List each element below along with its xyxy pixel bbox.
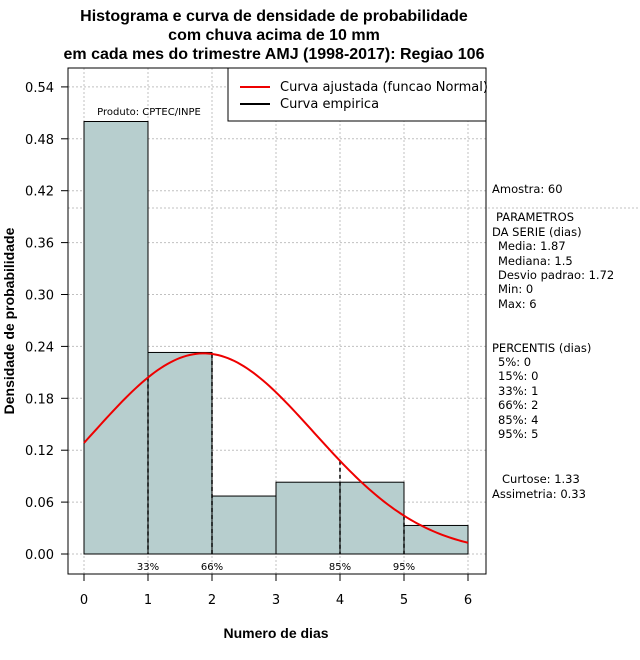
percentile-markers: 33% 66% 85% 95% <box>137 353 415 573</box>
normal-fit-line <box>83 352 469 544</box>
stat-curtose: Curtose: 1.33 <box>502 472 580 486</box>
stat-amostra: Amostra: 60 <box>492 182 563 196</box>
chart-title-line-2: com chuva acima de 10 mm <box>168 27 380 44</box>
stat-p85: 85%: 4 <box>498 413 538 427</box>
y-tick-label-5: 0.30 <box>25 289 54 304</box>
stat-param-title-1: PARAMETROS <box>496 210 574 224</box>
y-tick-label-0: 0.00 <box>25 548 54 563</box>
stat-perc-title: PERCENTIS (dias) <box>492 341 591 355</box>
stat-p33: 33%: 1 <box>498 384 538 398</box>
stat-p95: 95%: 5 <box>498 427 538 441</box>
y-tick-label-7: 0.42 <box>25 185 54 200</box>
stat-desvio: Desvio padrao: 1.72 <box>498 268 614 282</box>
histogram-bars <box>83 121 469 555</box>
histogram-bar-2 <box>211 495 277 555</box>
x-tick-label-4: 4 <box>336 593 344 608</box>
histogram-bar-4 <box>339 481 405 555</box>
stat-media: Media: 1.87 <box>498 239 566 253</box>
x-tick-label-0: 0 <box>80 593 88 608</box>
y-tick-label-4: 0.24 <box>25 340 54 355</box>
histogram-bar-0 <box>83 121 149 555</box>
x-tick-label-5: 5 <box>400 593 408 608</box>
stat-param-title-2: DA SERIE (dias) <box>492 225 582 239</box>
percentile-label-2: 85% <box>329 562 351 573</box>
stat-p5: 5%: 0 <box>498 355 531 369</box>
y-tick-label-9: 0.54 <box>25 81 54 96</box>
stat-mediana: Mediana: 1.5 <box>498 254 573 268</box>
histogram-bar-1 <box>147 351 213 555</box>
percentile-label-0: 33% <box>137 562 159 573</box>
y-tick-label-8: 0.48 <box>25 133 54 148</box>
legend-box <box>227 67 487 122</box>
normal-fit-curve <box>83 352 469 544</box>
x-tick-label-1: 1 <box>144 593 152 608</box>
legend-label-normal: Curva ajustada (funcao Normal) <box>280 80 488 95</box>
percentile-label-1: 66% <box>201 562 223 573</box>
x-tick-label-2: 2 <box>208 593 216 608</box>
percentile-label-3: 95% <box>393 562 415 573</box>
y-axis-label: Densidade de probabilidade <box>1 227 17 414</box>
y-tick-label-1: 0.06 <box>25 496 54 511</box>
y-axis: 0.00 0.06 0.12 0.18 0.24 0.30 0.36 0.42 0.48 0.54 <box>25 81 69 563</box>
x-tick-label-3: 3 <box>272 593 280 608</box>
stat-min: Min: 0 <box>498 282 533 296</box>
legend-label-empirical: Curva empirica <box>280 97 379 112</box>
y-tick-label-3: 0.18 <box>25 392 54 407</box>
x-axis: 0 1 2 3 4 5 6 <box>80 573 472 608</box>
stat-p15: 15%: 0 <box>498 369 538 383</box>
x-tick-label-6: 6 <box>464 593 472 608</box>
histogram-bar-3 <box>275 481 341 555</box>
chart-title-line-3: em cada mes do trimestre AMJ (1998-2017)… <box>64 46 485 63</box>
stats-panel: Amostra: 60 PARAMETROS DA SERIE (dias) M… <box>492 182 614 501</box>
chart-title-line-1: Histograma e curva de densidade de proba… <box>80 8 468 25</box>
x-axis-label: Numero de dias <box>223 625 328 641</box>
y-tick-label-2: 0.12 <box>25 444 54 459</box>
stat-assimetria: Assimetria: 0.33 <box>492 487 586 501</box>
legend: Curva ajustada (funcao Normal) Curva emp… <box>227 67 488 122</box>
y-tick-label-6: 0.36 <box>25 237 54 252</box>
product-label: Produto: CPTEC/INPE <box>97 107 201 118</box>
stat-p66: 66%: 2 <box>498 398 538 412</box>
stat-max: Max: 6 <box>498 297 537 311</box>
